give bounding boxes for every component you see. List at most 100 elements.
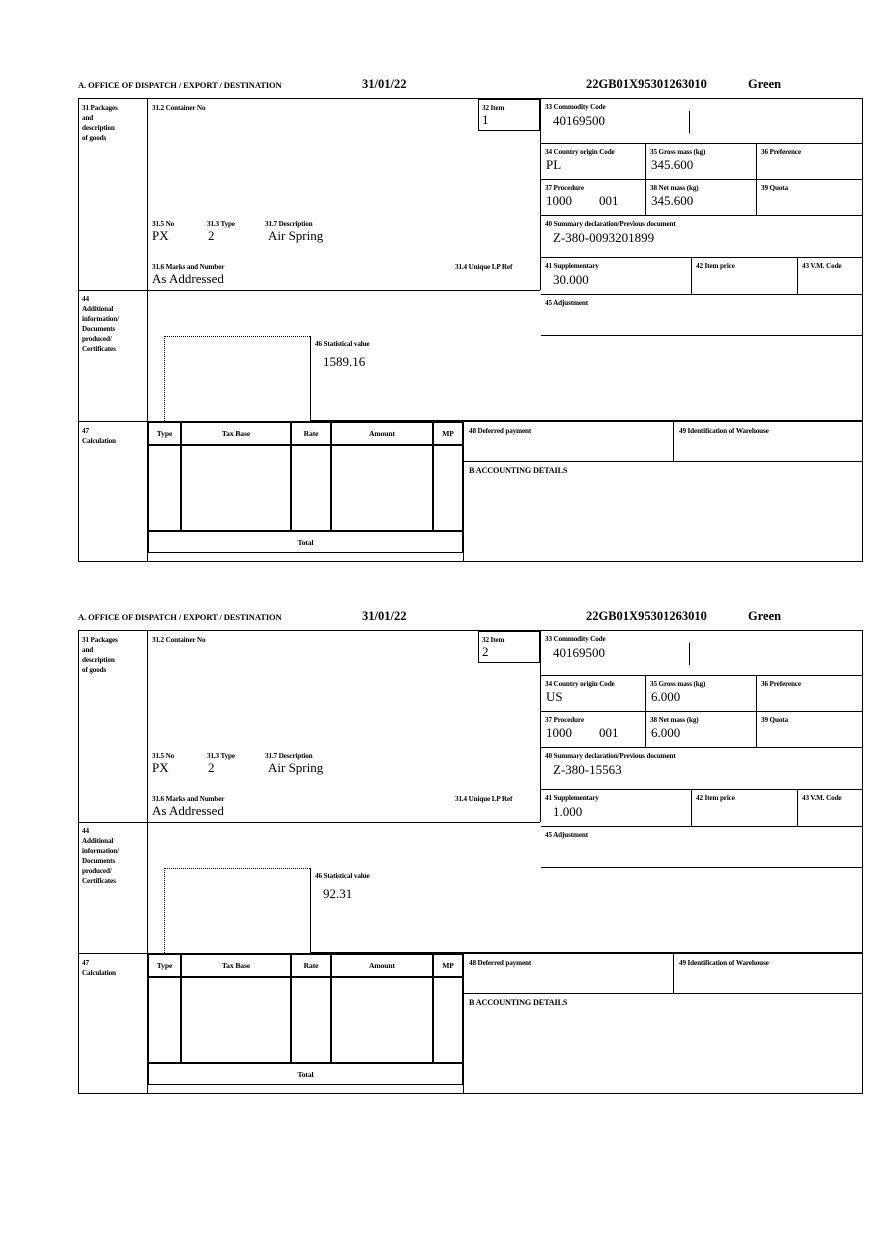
calc-body-amount[interactable] [331,977,433,1063]
package-type-label: 31.3 Type [207,752,235,760]
country-origin-value[interactable]: US [546,689,563,704]
country-origin-label: 34 Country origin Code [545,148,615,156]
preference-label: 36 Preference [761,148,801,156]
commodity-code-label: 33 Commodity Code [545,635,606,643]
box-b-accounting-details[interactable]: B ACCOUNTING DETAILS [463,462,862,561]
declaration-date: 31/01/22 [362,77,407,91]
adjustment-label: 45 Adjustment [545,831,588,839]
calc-header-tax-base-text: Tax Base [221,961,251,970]
summary-declaration-value[interactable]: Z-380-0093201899 [553,230,655,245]
item-label: 32 Item [482,104,505,112]
calc-body-type[interactable] [148,445,181,531]
net-mass-value[interactable]: 6.000 [651,725,681,740]
item-value[interactable]: 1 [482,112,489,127]
box49-identification-warehouse: 49 Identification of Warehouse [673,422,862,462]
item-value[interactable]: 2 [482,644,489,659]
calc-body-tax-base[interactable] [181,977,291,1063]
sheet-body: 31 Packages and description of goods 31.… [78,630,863,1094]
accounting-details-label: B ACCOUNTING DETAILS [469,466,568,475]
box44-label-line2: Additional [82,305,114,313]
calc-body-amount[interactable] [331,445,433,531]
package-type-value[interactable]: 2 [208,228,215,243]
commodity-code-label: 33 Commodity Code [545,103,606,111]
box31-right-divider [540,99,541,290]
box31-label-line2: and [82,646,94,654]
box31-2-container-no: 31.2 Container No [148,631,478,822]
box38-net-mass: 38 Net mass (kg) 6.000 [646,712,757,748]
box-b-accounting-details[interactable]: B ACCOUNTING DETAILS [463,994,862,1093]
gross-mass-value[interactable]: 6.000 [651,689,681,704]
package-no-value[interactable]: PX [152,228,169,243]
calc-body-rate[interactable] [291,977,331,1063]
box33-commodity-code: 33 Commodity Code 40169500 [541,99,862,144]
routing-lane: Green [748,609,782,623]
box31-bottom-rule [79,290,540,291]
calc-header-rate-text: Rate [303,961,319,970]
vm-code-label: 43 V.M. Code [802,794,842,802]
box31-label-line4: of goods [82,134,107,142]
calc-total-row: Total [148,531,463,553]
package-no-value[interactable]: PX [152,760,169,775]
box32-item: 32 Item 2 [478,631,540,663]
net-mass-value[interactable]: 345.600 [651,193,694,208]
calc-header-type-text: Type [156,429,173,438]
box35-gross-mass: 35 Gross mass (kg) 6.000 [646,676,757,712]
calc-total-label: Total [297,1070,314,1079]
commodity-code-value[interactable]: 40169500 [553,113,605,128]
statistical-value-amount[interactable]: 1589.16 [323,354,366,369]
calc-header-mp-text: MP [442,429,454,438]
box44-label-line3: information/ [82,847,119,855]
box40-summary-declaration: 40 Summary declaration/Previous document… [541,216,862,258]
supplementary-value[interactable]: 1.000 [553,804,583,819]
calc-body-mp[interactable] [433,445,463,531]
calc-body-rate[interactable] [291,445,331,531]
box46-statistical-value: 46 Statistical value 92.31 [310,868,862,953]
statistical-value-amount[interactable]: 92.31 [323,886,353,901]
box44-label-line6: Certificates [82,345,116,353]
calc-col-header-mp: MP [433,954,463,977]
goods-description-value[interactable]: Air Spring [268,228,324,243]
unique-lp-ref-label: 31.4 Unique LP Ref [455,263,513,271]
adjustment-label: 45 Adjustment [545,299,588,307]
country-origin-value[interactable]: PL [546,157,562,172]
box44-label-line6: Certificates [82,877,116,885]
procedure-value-2[interactable]: 001 [599,725,619,740]
marks-number-value[interactable]: As Addressed [152,803,224,818]
sheet-header: A. OFFICE OF DISPATCH / EXPORT / DESTINA… [78,77,863,98]
net-mass-label: 38 Net mass (kg) [650,184,699,192]
box44-label-line3: information/ [82,315,119,323]
box37-procedure: 37 Procedure 1000 001 [541,180,646,216]
commodity-code-value[interactable]: 40169500 [553,645,605,660]
marks-number-value[interactable]: As Addressed [152,271,224,286]
summary-declaration-value[interactable]: Z-380-15563 [553,762,622,777]
gross-mass-value[interactable]: 345.600 [651,157,694,172]
box31-label-line1: 31 Packages [82,104,118,112]
package-type-label: 31.3 Type [207,220,235,228]
box48-deferred-payment: 48 Deferred payment [463,422,673,462]
procedure-value-1[interactable]: 1000 [546,193,572,208]
box31-packages-label: 31 Packages and description of goods [79,631,147,953]
procedure-value-1[interactable]: 1000 [546,725,572,740]
box44-label-line4: Documents [82,857,115,865]
box44-additional-info-label: 44 Additional information/ Documents pro… [79,291,147,421]
goods-description-value[interactable]: Air Spring [268,760,324,775]
calc-body-type[interactable] [148,977,181,1063]
calc-body-tax-base[interactable] [181,445,291,531]
calc-header-amount-text: Amount [369,429,395,438]
calc-col-header-type: Type [148,954,181,977]
box41-supplementary: 41 Supplementary 1.000 [541,790,692,827]
stub-divider [147,631,148,1093]
box31-packages-label: 31 Packages and description of goods [79,99,147,421]
identification-warehouse-label: 49 Identification of Warehouse [679,427,769,435]
box43-vm-code: 43 V.M. Code [798,258,862,295]
calc-total-row: Total [148,1063,463,1085]
package-type-value[interactable]: 2 [208,760,215,775]
quota-label: 39 Quota [761,716,788,724]
box31-goods-row: 31.5 No 31.3 Type 31.7 Description PX 2 … [148,751,548,791]
calc-body-mp[interactable] [433,977,463,1063]
procedure-value-2[interactable]: 001 [599,193,619,208]
supplementary-value[interactable]: 30.000 [553,272,589,287]
container-no-label: 31.2 Container No [152,104,206,112]
goods-description-label: 31.7 Description [265,752,313,760]
calc-col-header-rate: Rate [291,422,331,445]
